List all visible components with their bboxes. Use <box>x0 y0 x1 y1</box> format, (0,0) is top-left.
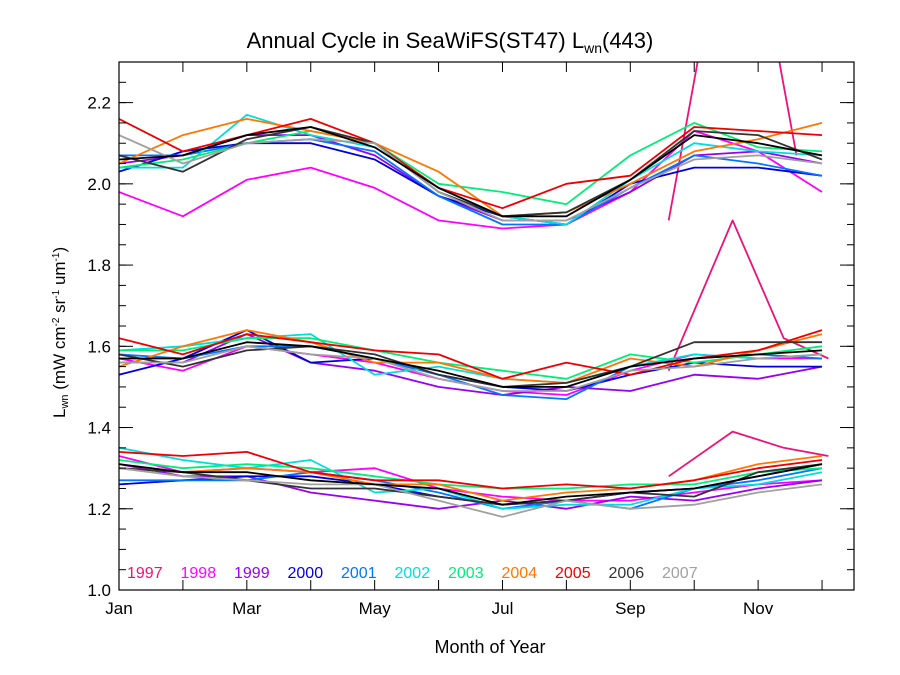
y-tick-label: 1.6 <box>87 337 111 356</box>
series-line-2004-0 <box>119 118 823 218</box>
legend-item-1997: 1997 <box>127 565 163 582</box>
series-layer <box>119 62 829 518</box>
y-tick-label: 1.8 <box>87 256 111 275</box>
chart-title-suffix: (443) <box>602 28 654 53</box>
y-tick-label: 1.2 <box>87 500 111 519</box>
legend-item-2007: 2007 <box>662 565 698 582</box>
series-line-mean-1 <box>119 341 823 388</box>
series-line-mean-2 <box>119 463 823 506</box>
series-line-mean-0 <box>119 126 823 218</box>
ticks-layer: 1.0 1.2 1.4 1.6 1.8 2.0 2.2 Jan Mar May Jul Sep Nov <box>87 61 854 618</box>
y-tick-label: 2.0 <box>87 175 111 194</box>
y-tick-label: 1.4 <box>87 419 111 438</box>
series-line-2007-0 <box>119 134 823 222</box>
series-line-1997-2 <box>668 430 829 478</box>
x-tick-label: Mar <box>232 599 262 618</box>
series-line-2003-2 <box>119 459 823 490</box>
chart-title-sub: wn <box>584 40 602 56</box>
series-line-2002-2 <box>119 446 823 510</box>
x-tick-label: Jul <box>492 599 514 618</box>
x-tick-label: Sep <box>615 599 645 618</box>
series-line-1997-0 <box>667 62 798 221</box>
series-line-2006-1 <box>119 341 822 388</box>
series-line-2006-0 <box>119 126 823 218</box>
series-line-1998-0 <box>119 130 823 230</box>
y-tick-label: 1.0 <box>87 581 111 600</box>
chart-title-text: Annual Cycle in SeaWiFS(ST47) L <box>246 28 585 53</box>
chart-title: Annual Cycle in SeaWiFS(ST47) Lwn(443) <box>0 28 900 56</box>
series-line-2000-0 <box>119 142 823 226</box>
series-line-2007-1 <box>119 345 823 392</box>
legend-item-2005: 2005 <box>555 565 591 582</box>
x-axis-label: Month of Year <box>434 637 546 657</box>
series-line-2001-0 <box>119 138 823 226</box>
legend-item-2006: 2006 <box>609 565 645 582</box>
legend-item-2004: 2004 <box>502 565 538 582</box>
legend-item-1998: 1998 <box>181 565 217 582</box>
y-tick-label: 2.2 <box>87 94 111 113</box>
legend-item-2000: 2000 <box>288 565 324 582</box>
x-tick-label: Jan <box>105 599 132 618</box>
x-tick-label: May <box>359 599 392 618</box>
legend: 1997 1998 1999 2000 2001 2002 2003 2004 2005 2006… <box>127 565 698 582</box>
series-line-2005-2 <box>119 450 823 490</box>
legend-item-2003: 2003 <box>448 565 484 582</box>
x-tick-label: Nov <box>743 599 774 618</box>
series-line-2007-2 <box>119 467 823 518</box>
legend-item-1999: 1999 <box>234 565 270 582</box>
series-line-2004-1 <box>119 329 823 384</box>
legend-item-2001: 2001 <box>341 565 377 582</box>
legend-item-2002: 2002 <box>395 565 431 582</box>
